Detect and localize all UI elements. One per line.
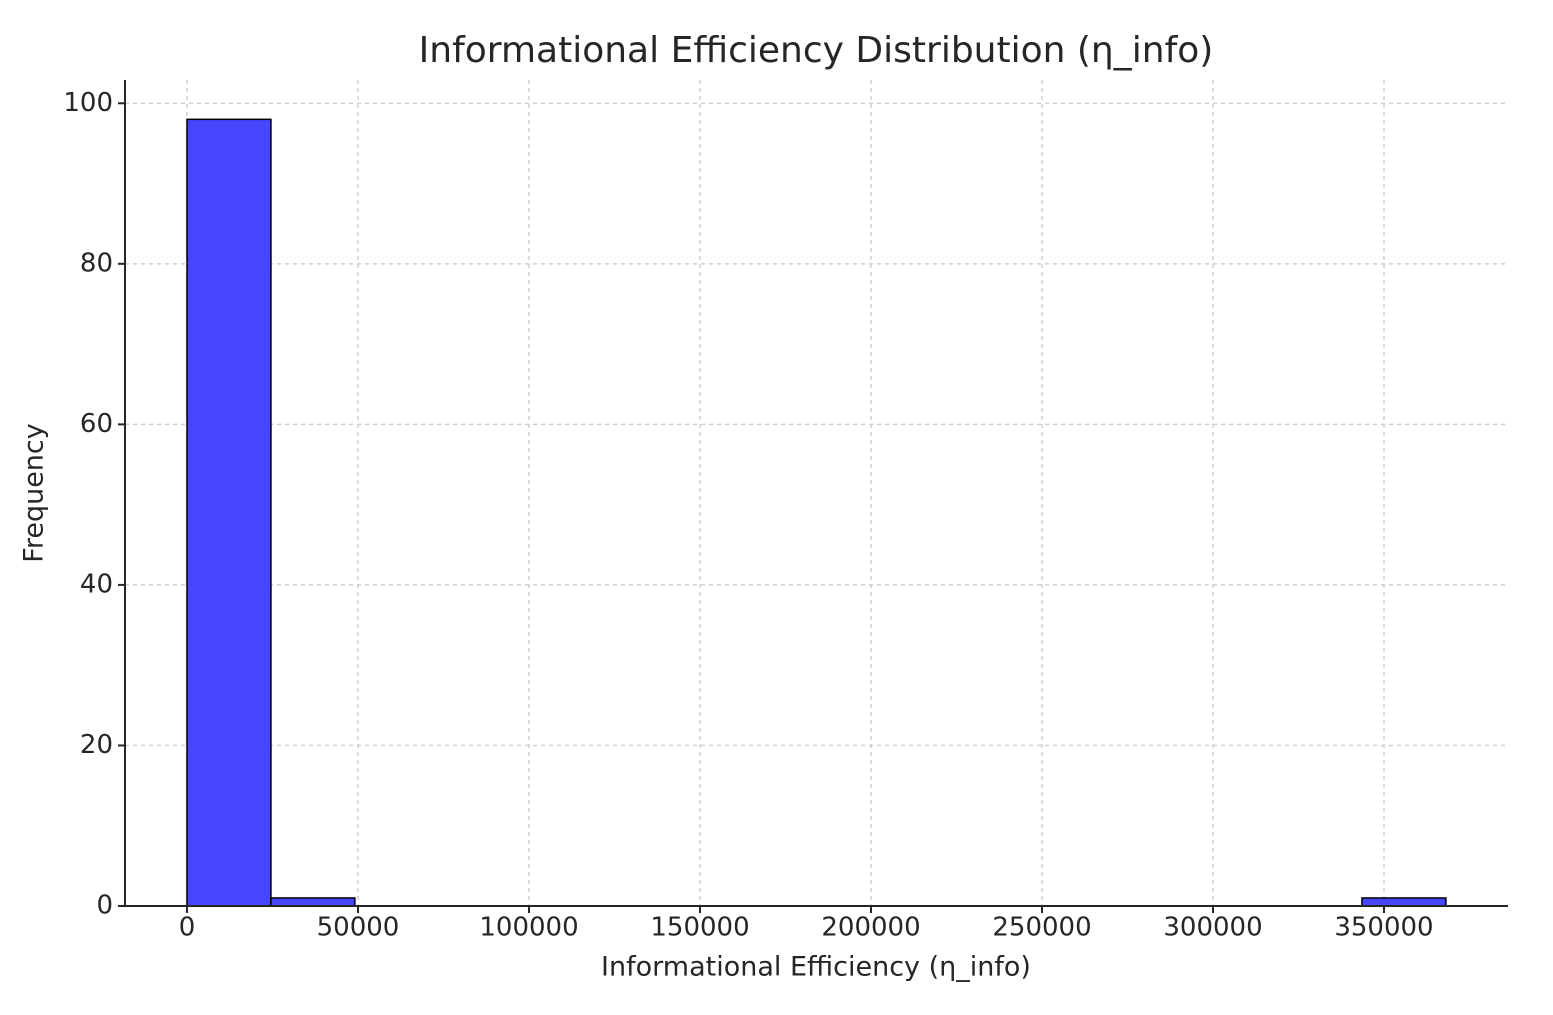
y-tick-label: 20: [80, 730, 113, 760]
y-tick-label: 60: [80, 409, 113, 439]
x-tick-label: 100000: [479, 913, 578, 943]
x-tick-label: 150000: [650, 913, 749, 943]
bar: [270, 897, 356, 907]
y-tick-label: 80: [80, 248, 113, 278]
y-tick-label: 100: [63, 88, 113, 118]
bar: [1361, 897, 1447, 907]
x-tick-label: 200000: [821, 913, 920, 943]
x-tick-label: 250000: [992, 913, 1091, 943]
x-axis-label: Informational Efficiency (η_info): [601, 952, 1031, 983]
chart-title: Informational Efficiency Distribution (η…: [419, 30, 1214, 71]
x-tick-label: 50000: [317, 913, 400, 943]
x-tick-label: 0: [179, 913, 196, 943]
x-tick-label: 350000: [1334, 913, 1433, 943]
y-tick-label: 0: [96, 891, 113, 921]
y-axis-label: Frequency: [19, 423, 50, 563]
x-tick-label: 300000: [1163, 913, 1262, 943]
bar: [186, 118, 272, 907]
y-tick-label: 40: [80, 569, 113, 599]
